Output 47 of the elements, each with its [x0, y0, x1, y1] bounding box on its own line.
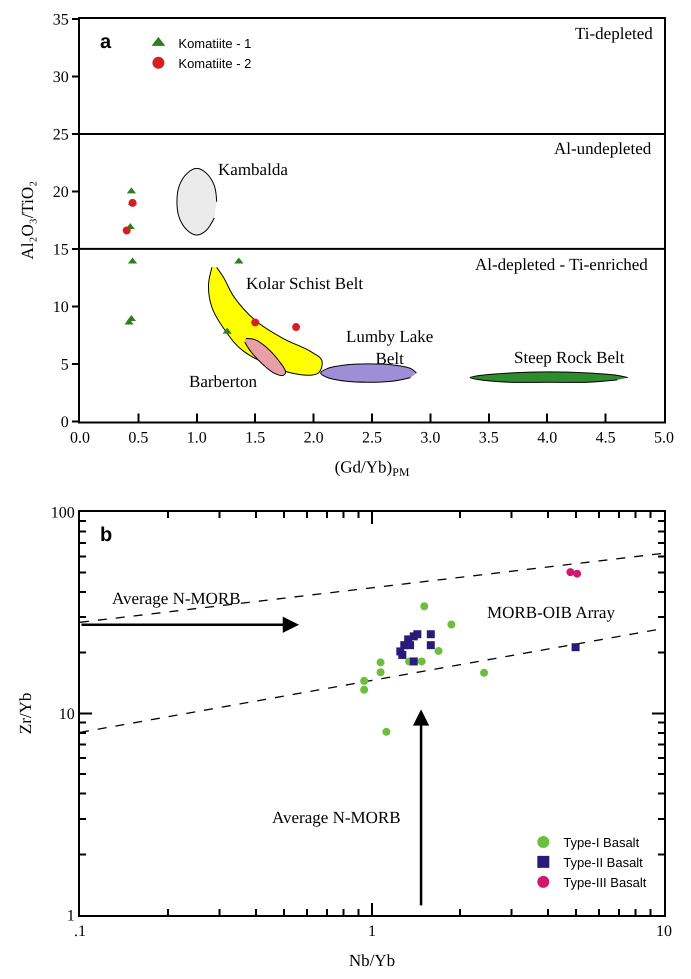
x-tick-label: 2.5 — [362, 430, 382, 447]
x-tick-label: 4.0 — [537, 430, 558, 447]
y-tick-label: 5 — [60, 356, 69, 374]
y-tick-label: 15 — [52, 241, 69, 258]
x-tick-label: 2.0 — [304, 430, 324, 447]
y-tick-label: 100 — [50, 504, 75, 522]
x-axis-title: Nb/Yb — [348, 951, 396, 970]
text: b — [100, 524, 112, 546]
y-tick-label: 35 — [52, 12, 69, 29]
x-tick-label: 10 — [656, 923, 672, 940]
x-tick-label: 5.0 — [654, 430, 674, 447]
y-tick-label: 30 — [52, 69, 69, 86]
annotation: Average N-MORB — [272, 808, 401, 827]
annotation: Al-depleted - Ti-enriched — [475, 255, 648, 274]
y-tick-label: 10 — [58, 706, 75, 723]
x-tick-label: 3.5 — [478, 430, 499, 447]
x-tick-label: 1 — [368, 923, 376, 940]
x-tick-label: 3.0 — [420, 430, 440, 447]
annotation: MORB-OIB Array — [487, 603, 616, 622]
legend-label: Type-II Basalt — [563, 855, 644, 870]
legend-label: Type-I Basalt — [563, 835, 640, 850]
y-tick-label: 20 — [52, 184, 69, 202]
annotation: Average N-MORB — [112, 589, 241, 608]
legend-label: Komatiite - 2 — [178, 56, 252, 71]
x-tick-label: 0.5 — [128, 430, 148, 447]
legend-label: Komatiite - 1 — [178, 36, 252, 51]
x-axis-title: (Gd/Yb)$_{PM}$ — [334, 457, 410, 479]
annotation: Kolar Schist Belt — [246, 274, 364, 293]
y-axis-title: Al₂O₃/TiO₂ — [18, 180, 37, 260]
annotation: Ti-depleted — [575, 24, 654, 43]
text: a — [100, 31, 112, 53]
x-tick-label: 4.5 — [596, 430, 616, 447]
annotation: Lumby Lake Belt — [346, 327, 434, 368]
y-tick-label: 1 — [66, 908, 75, 925]
x-tick-label: 1.5 — [245, 430, 266, 447]
y-axis-title: Zr/Yb — [16, 692, 35, 734]
annotation: Al-undepleted — [554, 139, 652, 158]
legend-label: Type-III Basalt — [563, 874, 647, 890]
annotation: Barberton — [189, 372, 258, 391]
annotation: Kambalda — [218, 160, 288, 179]
y-tick-label: 10 — [52, 298, 69, 316]
x-tick-label: .1 — [74, 923, 86, 940]
y-tick-label: 0 — [60, 414, 69, 431]
x-tick-label: 0.0 — [70, 430, 90, 447]
annotation: Steep Rock Belt — [514, 348, 625, 367]
y-tick-label: 25 — [52, 126, 69, 144]
x-tick-label: 1.0 — [186, 430, 207, 447]
